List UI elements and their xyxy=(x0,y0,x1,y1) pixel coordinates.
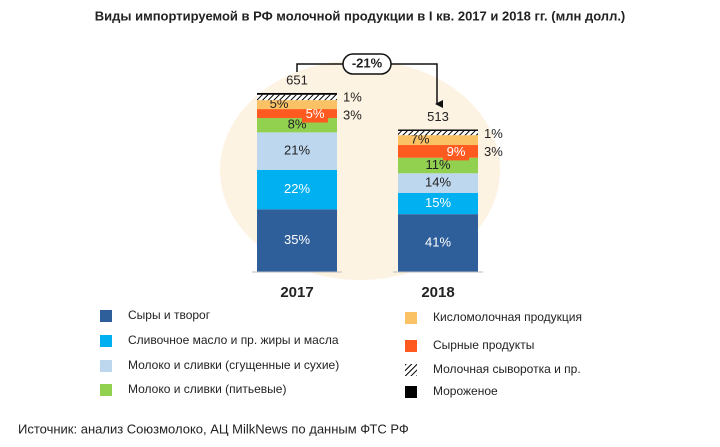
bar-segment xyxy=(257,109,337,119)
legend-label: Сыры и творог xyxy=(128,308,211,322)
legend-swatch xyxy=(405,312,417,324)
total-label: 651 xyxy=(286,72,308,87)
value-label: 5% xyxy=(306,106,325,121)
bar-segment xyxy=(398,157,478,174)
value-label: 41% xyxy=(425,235,451,250)
legend-swatch xyxy=(100,360,112,372)
value-label: 21% xyxy=(284,143,310,158)
bar-segment xyxy=(398,214,478,272)
legend-label: Кисломолочная продукция xyxy=(433,310,582,324)
legend-label: Молоко и сливки (питьевые) xyxy=(128,382,286,396)
legend-label: Мороженое xyxy=(433,384,498,398)
value-label: 1% xyxy=(343,89,362,104)
bar-segment xyxy=(257,94,337,101)
value-label: 14% xyxy=(425,175,451,190)
bar-segment xyxy=(398,135,478,146)
value-label-box xyxy=(443,143,469,161)
legend-label: Сырные продукты xyxy=(433,338,534,352)
value-label: 11% xyxy=(425,157,450,172)
value-label: 35% xyxy=(284,232,310,247)
value-label: 3% xyxy=(484,144,503,159)
legend-label: Молоко и сливки (сгущенные и сухие) xyxy=(128,358,339,372)
legend-swatch xyxy=(405,340,417,352)
chart-title: Виды импортируемой в РФ молочной продукц… xyxy=(95,8,626,23)
bar-segment xyxy=(257,132,337,170)
bar-segment xyxy=(398,192,478,215)
annotation: -21% xyxy=(352,55,383,70)
annotation-box xyxy=(342,53,392,75)
bar-segment xyxy=(398,173,478,193)
bar-segment xyxy=(257,209,337,272)
legend-swatch xyxy=(100,335,112,347)
value-label: 22% xyxy=(284,181,310,196)
bar-segment xyxy=(398,130,478,136)
x-tick-label: 2018 xyxy=(421,284,454,301)
value-label-box xyxy=(302,105,328,123)
total-label: 513 xyxy=(427,109,449,124)
value-label: 1% xyxy=(484,126,503,141)
bar-segment xyxy=(257,100,337,110)
value-label: 15% xyxy=(425,195,451,210)
legend-swatch xyxy=(405,364,417,376)
bar-segment xyxy=(398,129,478,131)
source: Источник: анализ Союзмолоко, АЦ MilkNews… xyxy=(18,421,409,436)
legend-label: Сливочное масло и пр. жиры и масла xyxy=(128,333,339,347)
bar-segment xyxy=(257,169,337,210)
value-label: 9% xyxy=(447,144,466,159)
legend-swatch xyxy=(100,384,112,396)
bar-segment xyxy=(257,92,337,95)
legend-label: Молочная сыворотка и пр. xyxy=(433,362,581,376)
legend-swatch xyxy=(405,386,417,398)
value-label: 7% xyxy=(411,132,430,147)
legend-swatch xyxy=(100,310,112,322)
x-tick-label: 2017 xyxy=(280,284,313,301)
value-label: 3% xyxy=(343,107,362,122)
